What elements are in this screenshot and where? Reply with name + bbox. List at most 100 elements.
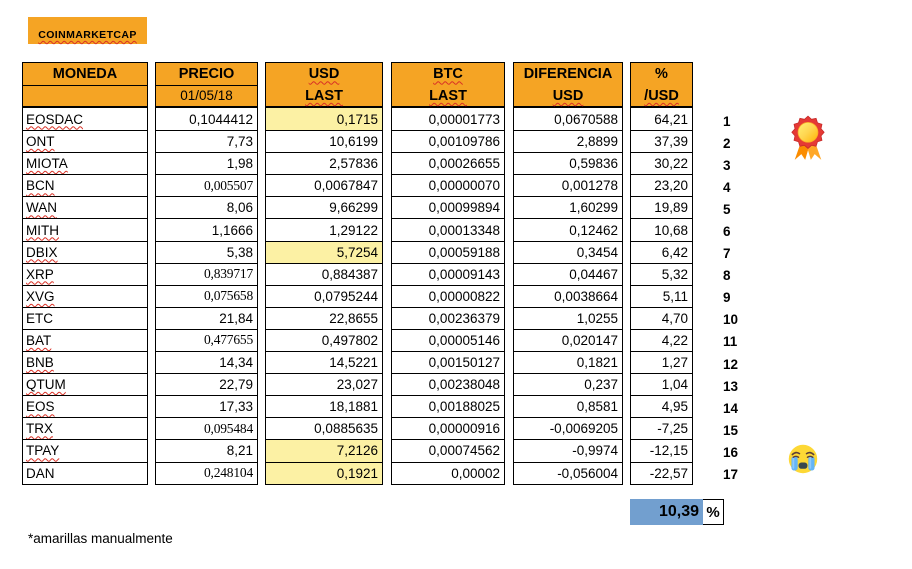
cell-pct-XRP[interactable]: 5,32 (631, 262, 692, 285)
cell-usd-MITH[interactable]: 1,29122 (266, 218, 382, 241)
row-rank-9[interactable]: 9 (723, 290, 731, 306)
cell-dif-DAN[interactable]: -0,056004 (514, 461, 622, 484)
cell-dif-ETC[interactable]: 1,0255 (514, 306, 622, 329)
cell-precio-BAT[interactable]: 0,477655 (156, 328, 257, 352)
cell-dif-QTUM[interactable]: 0,237 (514, 373, 622, 396)
row-rank-13[interactable]: 13 (723, 378, 739, 394)
cell-usd-BNB[interactable]: 14,5221 (266, 351, 382, 374)
cell-precio-EOS[interactable]: 17,33 (156, 395, 257, 418)
cell-usd-XVG[interactable]: 0,0795244 (266, 284, 382, 307)
cell-pct-DAN[interactable]: -22,57 (631, 461, 692, 484)
cell-btc-QTUM[interactable]: 0,00238048 (392, 373, 504, 396)
row-rank-10[interactable]: 10 (723, 312, 739, 328)
cell-btc-BNB[interactable]: 0,00150127 (392, 351, 504, 374)
cell-moneda-ONT[interactable]: ONT (23, 130, 147, 153)
cell-pct-ETC[interactable]: 4,70 (631, 306, 692, 329)
cell-moneda-TRX[interactable]: TRX (23, 417, 147, 440)
cell-moneda-EOS[interactable]: EOS (23, 395, 147, 418)
cell-btc-TPAY[interactable]: 0,00074562 (392, 439, 504, 462)
cell-usd-ETC[interactable]: 22,8655 (266, 306, 382, 329)
total-pct-unit-cell[interactable]: % (703, 499, 724, 525)
row-rank-17[interactable]: 17 (723, 467, 739, 482)
cell-usd-WAN[interactable]: 9,66299 (266, 196, 382, 219)
cell-dif-ONT[interactable]: 2,8899 (514, 130, 622, 153)
cell-moneda-BAT[interactable]: BAT (23, 328, 147, 352)
cell-btc-MIOTA[interactable]: 0,00026655 (392, 152, 504, 175)
header-precio[interactable]: PRECIO (156, 63, 257, 86)
cell-pct-BNB[interactable]: 1,27 (631, 351, 692, 374)
header-diferencia[interactable]: DIFERENCIA (514, 63, 622, 86)
cell-pct-MIOTA[interactable]: 30,22 (631, 152, 692, 175)
cell-usd-DBIX[interactable]: 5,7254 (266, 240, 382, 263)
cell-moneda-ETC[interactable]: ETC (23, 306, 147, 329)
cell-usd-QTUM[interactable]: 23,027 (266, 373, 382, 396)
header-moneda[interactable]: MONEDA (23, 63, 147, 86)
cell-moneda-BNB[interactable]: BNB (23, 351, 147, 374)
header-moneda-empty[interactable] (23, 85, 147, 108)
cell-pct-EOSDAC[interactable]: 64,21 (631, 108, 692, 131)
cell-moneda-DAN[interactable]: DAN (23, 461, 147, 484)
cell-moneda-EOSDAC[interactable]: EOSDAC (23, 108, 147, 131)
cell-btc-MITH[interactable]: 0,00013348 (392, 218, 504, 241)
cell-dif-DBIX[interactable]: 0,3454 (514, 240, 622, 263)
cell-moneda-MIOTA[interactable]: MIOTA (23, 152, 147, 175)
cell-btc-BAT[interactable]: 0,00005146 (392, 328, 504, 352)
row-rank-11[interactable]: 11 (723, 334, 738, 350)
cell-dif-BNB[interactable]: 0,1821 (514, 351, 622, 374)
cell-pct-TRX[interactable]: -7,25 (631, 417, 692, 440)
cell-usd-MIOTA[interactable]: 2,57836 (266, 152, 382, 175)
cell-usd-BAT[interactable]: 0,497802 (266, 328, 382, 352)
cell-usd-TPAY[interactable]: 7,2126 (266, 439, 382, 462)
cell-dif-BAT[interactable]: 0,020147 (514, 328, 622, 352)
cell-moneda-XVG[interactable]: XVG (23, 284, 147, 307)
cell-usd-BCN[interactable]: 0,0067847 (266, 174, 382, 197)
cell-usd-EOS[interactable]: 18,1881 (266, 395, 382, 418)
cell-precio-BNB[interactable]: 14,34 (156, 351, 257, 374)
cell-precio-TPAY[interactable]: 8,21 (156, 439, 257, 462)
cell-pct-EOS[interactable]: 4,95 (631, 395, 692, 418)
row-rank-6[interactable]: 6 (723, 223, 731, 239)
cell-usd-TRX[interactable]: 0,0885635 (266, 417, 382, 440)
cell-btc-ETC[interactable]: 0,00236379 (392, 306, 504, 329)
row-rank-1[interactable]: 1 (723, 113, 731, 129)
row-rank-4[interactable]: 4 (723, 179, 731, 195)
cell-moneda-MITH[interactable]: MITH (23, 218, 147, 241)
row-rank-5[interactable]: 5 (723, 201, 731, 217)
cell-pct-TPAY[interactable]: -12,15 (631, 439, 692, 462)
cell-moneda-QTUM[interactable]: QTUM (23, 373, 147, 396)
cell-dif-MITH[interactable]: 0,12462 (514, 218, 622, 241)
cell-precio-ONT[interactable]: 7,73 (156, 130, 257, 153)
row-rank-12[interactable]: 12 (723, 356, 739, 372)
cell-btc-TRX[interactable]: 0,00000916 (392, 417, 504, 440)
cell-btc-EOS[interactable]: 0,00188025 (392, 395, 504, 418)
cell-precio-ETC[interactable]: 21,84 (156, 306, 257, 329)
cell-usd-DAN[interactable]: 0,1921 (266, 461, 382, 484)
cell-precio-EOSDAC[interactable]: 0,1044412 (156, 108, 257, 131)
cell-precio-BCN[interactable]: 0,005507 (156, 174, 257, 197)
cell-dif-XRP[interactable]: 0,04467 (514, 262, 622, 285)
cell-btc-DBIX[interactable]: 0,00059188 (392, 240, 504, 263)
medal-icon[interactable] (789, 113, 827, 168)
cell-pct-BCN[interactable]: 23,20 (631, 174, 692, 197)
cell-usd-EOSDAC[interactable]: 0,1715 (266, 108, 382, 131)
cell-moneda-XRP[interactable]: XRP (23, 262, 147, 285)
header-pct-usd[interactable]: /USD (631, 85, 692, 108)
cell-precio-WAN[interactable]: 8,06 (156, 196, 257, 219)
cell-btc-EOSDAC[interactable]: 0,00001773 (392, 108, 504, 131)
cell-btc-DAN[interactable]: 0,00002 (392, 461, 504, 484)
cell-pct-ONT[interactable]: 37,39 (631, 130, 692, 153)
header-pct[interactable]: % (631, 63, 692, 86)
footnote-cell[interactable]: *amarillas manualmente (28, 531, 173, 546)
cell-pct-WAN[interactable]: 19,89 (631, 196, 692, 219)
cell-pct-QTUM[interactable]: 1,04 (631, 373, 692, 396)
total-pct-cell[interactable]: 10,39 (630, 499, 703, 525)
cell-precio-XRP[interactable]: 0,839717 (156, 262, 257, 285)
cell-btc-WAN[interactable]: 0,00099894 (392, 196, 504, 219)
row-rank-14[interactable]: 14 (723, 400, 739, 416)
cell-pct-XVG[interactable]: 5,11 (631, 284, 692, 307)
cell-dif-TRX[interactable]: -0,0069205 (514, 417, 622, 440)
header-precio-date[interactable]: 01/05/18 (156, 85, 257, 108)
cell-precio-DBIX[interactable]: 5,38 (156, 240, 257, 263)
cell-dif-WAN[interactable]: 1,60299 (514, 196, 622, 219)
cell-precio-MIOTA[interactable]: 1,98 (156, 152, 257, 175)
